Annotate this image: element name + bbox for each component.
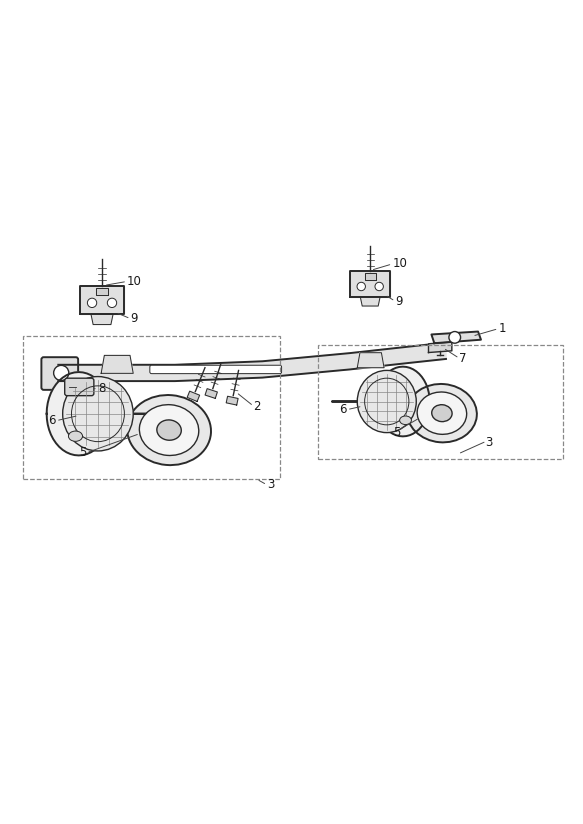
Circle shape	[87, 298, 97, 307]
Ellipse shape	[399, 416, 412, 424]
Ellipse shape	[432, 405, 452, 422]
Bar	[318, 345, 563, 459]
Polygon shape	[429, 342, 452, 353]
Polygon shape	[91, 314, 113, 325]
Text: 9: 9	[131, 312, 138, 325]
Polygon shape	[80, 286, 124, 314]
Text: 3: 3	[267, 479, 275, 491]
FancyBboxPatch shape	[41, 357, 78, 390]
Polygon shape	[365, 274, 375, 280]
Polygon shape	[47, 372, 163, 456]
Text: 8: 8	[98, 382, 106, 396]
Ellipse shape	[68, 431, 83, 442]
Ellipse shape	[157, 420, 181, 440]
Text: 10: 10	[392, 257, 408, 270]
Ellipse shape	[407, 384, 477, 442]
Text: 10: 10	[127, 275, 142, 288]
Text: 9: 9	[395, 295, 403, 307]
Text: 3: 3	[486, 436, 493, 449]
Text: 2: 2	[254, 400, 261, 413]
Polygon shape	[357, 353, 384, 368]
Polygon shape	[58, 343, 446, 382]
Circle shape	[449, 331, 461, 344]
Bar	[23, 336, 280, 479]
Circle shape	[107, 298, 117, 307]
Ellipse shape	[417, 392, 466, 434]
Polygon shape	[187, 391, 199, 401]
Polygon shape	[205, 389, 217, 398]
Circle shape	[375, 283, 384, 291]
Polygon shape	[96, 288, 108, 295]
FancyBboxPatch shape	[150, 365, 282, 373]
Polygon shape	[226, 396, 238, 405]
Text: 6: 6	[48, 414, 56, 428]
Ellipse shape	[127, 395, 211, 465]
Polygon shape	[360, 297, 380, 306]
Circle shape	[357, 283, 366, 291]
Circle shape	[54, 365, 69, 381]
Text: 1: 1	[498, 322, 506, 335]
Ellipse shape	[63, 377, 134, 451]
Polygon shape	[350, 271, 390, 297]
Text: 5: 5	[394, 427, 401, 439]
FancyBboxPatch shape	[65, 378, 94, 396]
Polygon shape	[332, 367, 430, 437]
Ellipse shape	[357, 371, 416, 433]
Ellipse shape	[139, 405, 199, 456]
Polygon shape	[101, 355, 133, 373]
Text: 6: 6	[339, 403, 347, 416]
Text: 5: 5	[79, 447, 86, 459]
Polygon shape	[431, 331, 481, 344]
Text: 7: 7	[459, 352, 467, 365]
